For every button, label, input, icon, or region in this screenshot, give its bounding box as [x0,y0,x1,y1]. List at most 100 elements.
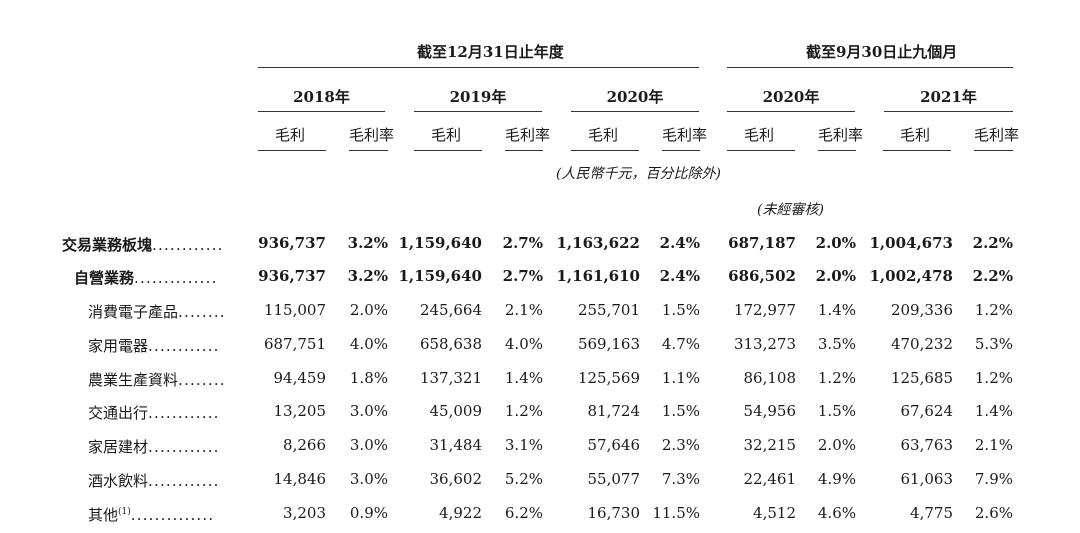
unaudited-note: (未經審核) [757,202,824,218]
gross-margin-cell: 3.0% [349,470,388,488]
gross-margin-cell: 3.0% [349,402,388,420]
year-header: 2020年 [606,88,664,106]
gross-profit-cell: 32,215 [743,436,797,454]
row-label: 消費電子產品........ [88,301,226,322]
gross-profit-rule [571,150,639,151]
gross-profit-cell: 8,266 [283,436,326,454]
year-rule [884,111,1013,112]
year-header: 2020年 [762,88,820,106]
gross-margin-cell: 1.2% [974,369,1013,387]
gross-margin-cell: 1.4% [817,301,856,319]
gross-profit-rule [883,150,951,151]
gross-profit-cell: 94,459 [273,369,327,387]
leader-dots: ............ [148,337,220,355]
leader-dots: .............. [130,506,215,524]
gross-margin-cell: 4.0% [504,335,543,353]
row-label-text: 酒水飲料 [88,472,149,490]
gross-profit-cell: 125,685 [890,369,953,387]
gross-profit-header: 毛利 [275,126,306,144]
footnote-marker: (1) [118,507,131,517]
gross-profit-cell: 86,108 [743,369,797,387]
header-annual: 截至12月31日止年度 [417,43,564,61]
leader-dots: ........ [178,371,226,389]
leader-dots: .............. [134,269,218,287]
gross-profit-cell: 687,751 [263,335,326,353]
gross-margin-cell: 3.1% [504,436,543,454]
gross-profit-cell: 687,187 [728,234,796,252]
gross-profit-cell: 245,664 [419,301,482,319]
gross-margin-cell: 5.3% [974,335,1013,353]
gross-margin-cell: 7.9% [974,470,1013,488]
gross-profit-cell: 1,159,640 [398,234,482,252]
gross-margin-header: 毛利率 [349,126,395,144]
gross-margin-cell: 2.7% [502,267,543,285]
gross-margin-cell: 1.1% [661,369,700,387]
gross-profit-cell: 13,205 [273,402,327,420]
row-label: 其他(1).............. [88,504,214,525]
gross-profit-cell: 115,007 [263,301,326,319]
gross-margin-cell: 2.4% [659,267,700,285]
gross-profit-cell: 172,977 [733,301,796,319]
gross-margin-cell: 7.3% [661,470,700,488]
year-rule [258,111,385,112]
gross-margin-cell: 2.2% [972,267,1013,285]
row-label: 酒水飲料............ [88,470,220,491]
gross-profit-cell: 63,763 [900,436,954,454]
leader-dots: ............ [152,236,224,254]
gross-margin-cell: 5.2% [504,470,543,488]
gross-margin-cell: 1.5% [661,402,700,420]
gross-margin-cell: 2.1% [974,436,1013,454]
gross-margin-rule [349,150,388,151]
gross-profit-cell: 313,273 [733,335,796,353]
gross-profit-cell: 1,159,640 [398,267,482,285]
gross-profit-header: 毛利 [431,126,462,144]
gross-profit-cell: 57,646 [587,436,641,454]
gross-margin-cell: 2.0% [817,436,856,454]
year-header: 2021年 [920,88,977,106]
gross-margin-cell: 2.1% [504,301,543,319]
gross-profit-cell: 137,321 [419,369,482,387]
gross-margin-rule [505,150,543,151]
gross-profit-cell: 936,737 [258,267,326,285]
gross-profit-cell: 1,004,673 [869,234,953,252]
row-label-text: 家用電器 [88,337,149,355]
rule-nine-months [727,67,1013,68]
gross-profit-cell: 45,009 [429,402,483,420]
year-rule [414,111,542,112]
row-label-text: 其他 [88,506,119,524]
gross-margin-rule [662,150,700,151]
gross-profit-cell: 936,737 [258,234,326,252]
gross-profit-cell: 31,484 [429,436,483,454]
gross-profit-rule [727,150,795,151]
gross-margin-header: 毛利率 [818,126,864,144]
gross-profit-cell: 14,846 [273,470,327,488]
row-label-text: 交通出行 [88,404,149,422]
gross-margin-cell: 3.2% [347,267,388,285]
gross-profit-cell: 1,163,622 [556,234,640,252]
gross-profit-cell: 4,922 [439,504,482,522]
row-label: 家居建材............ [88,436,220,457]
gross-margin-header: 毛利率 [505,126,551,144]
row-label-text: 農業生產資料 [88,371,179,389]
gross-profit-cell: 22,461 [743,470,797,488]
gross-margin-cell: 4.6% [817,504,856,522]
gross-margin-cell: 6.2% [504,504,543,522]
gross-margin-header: 毛利率 [974,126,1020,144]
gross-margin-cell: 2.0% [815,267,856,285]
row-label-text: 消費電子產品 [88,303,179,321]
gross-profit-cell: 569,163 [577,335,640,353]
year-rule [571,111,699,112]
gross-margin-cell: 2.3% [661,436,700,454]
gross-profit-cell: 16,730 [587,504,641,522]
gross-margin-rule [818,150,856,151]
row-label: 自營業務.............. [74,267,218,288]
header-nine-months: 截至9月30日止九個月 [806,43,958,61]
gross-profit-cell: 3,203 [283,504,326,522]
gross-profit-cell: 36,602 [429,470,483,488]
gross-margin-cell: 1.4% [974,402,1013,420]
leader-dots: ............ [148,438,220,456]
gross-margin-cell: 2.4% [659,234,700,252]
gross-profit-cell: 1,161,610 [556,267,640,285]
gross-margin-cell: 2.6% [974,504,1013,522]
gross-profit-header: 毛利 [744,126,775,144]
